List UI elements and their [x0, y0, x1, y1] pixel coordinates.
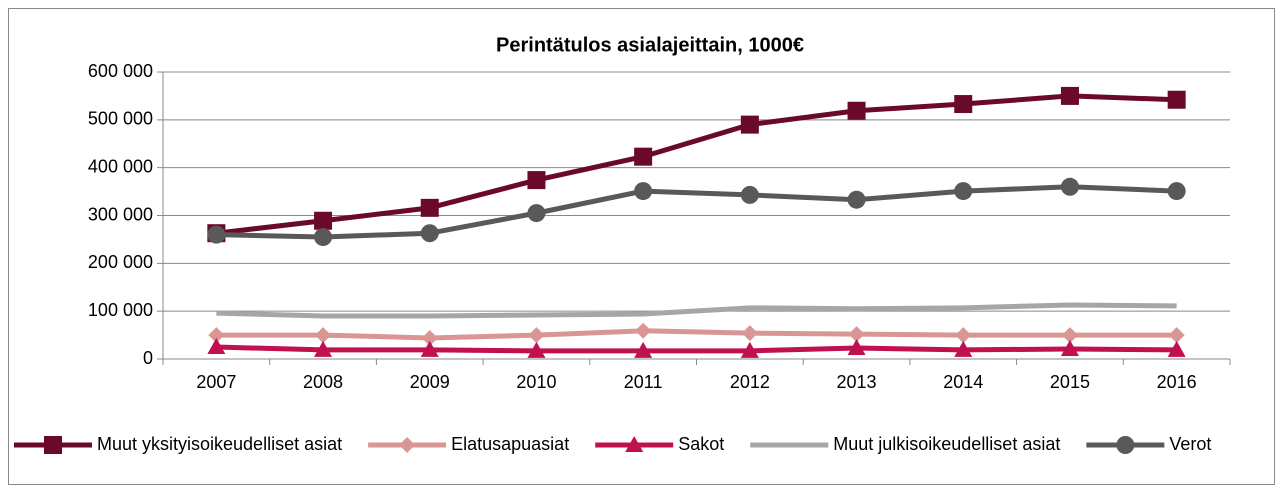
x-tick-label: 2007 — [196, 372, 236, 392]
x-tick-label: 2012 — [730, 372, 770, 392]
y-tick-label: 300 000 — [88, 204, 153, 224]
data-point — [528, 327, 545, 344]
data-point — [1060, 177, 1079, 196]
x-tick-label: 2014 — [943, 372, 983, 392]
data-point — [314, 228, 333, 247]
legend-label: Verot — [1169, 434, 1211, 454]
data-point — [847, 101, 866, 120]
data-point — [634, 341, 653, 358]
legend-label: Muut julkisoikeudelliset asiat — [833, 434, 1060, 454]
y-tick-label: 0 — [143, 348, 153, 368]
data-point — [1167, 340, 1186, 357]
y-tick-label: 400 000 — [88, 156, 153, 176]
x-tick-label: 2009 — [410, 372, 450, 392]
y-tick-label: 100 000 — [88, 300, 153, 320]
data-point — [847, 190, 866, 209]
data-point — [847, 338, 866, 355]
data-point — [207, 225, 226, 244]
data-point — [207, 338, 226, 355]
data-point — [421, 329, 438, 346]
legend-marker — [44, 436, 62, 454]
legend-marker — [1116, 436, 1135, 454]
data-point — [420, 340, 439, 357]
data-point — [955, 327, 972, 344]
data-point — [1168, 327, 1185, 344]
data-point — [1167, 182, 1186, 201]
series-line — [216, 302, 1177, 319]
data-point — [527, 171, 546, 190]
x-tick-label: 2013 — [837, 372, 877, 392]
data-point — [741, 325, 758, 342]
data-point — [954, 340, 973, 357]
legend-label: Sakot — [678, 434, 724, 454]
data-point — [954, 95, 973, 114]
data-point — [634, 147, 653, 166]
data-point — [740, 185, 759, 204]
series-line — [216, 344, 1177, 354]
data-point — [635, 322, 652, 339]
data-point — [848, 326, 865, 343]
legend-marker — [625, 436, 644, 452]
legend-marker — [399, 437, 416, 453]
series-line — [216, 93, 1177, 236]
x-tick-label: 2016 — [1157, 372, 1197, 392]
data-point — [954, 182, 973, 201]
series-line — [216, 328, 1177, 341]
x-tick-label: 2008 — [303, 372, 343, 392]
data-point — [527, 204, 546, 223]
data-point — [1060, 86, 1079, 105]
legend-label: Elatusapuasiat — [451, 434, 569, 454]
chart-border — [8, 8, 1275, 485]
data-point — [420, 198, 439, 217]
data-point — [1060, 339, 1079, 356]
data-point — [1061, 327, 1078, 344]
x-tick-label: 2010 — [516, 372, 556, 392]
y-tick-label: 200 000 — [88, 252, 153, 272]
data-point — [420, 224, 439, 243]
data-point — [314, 340, 333, 357]
data-point — [740, 115, 759, 134]
y-tick-label: 500 000 — [88, 109, 153, 129]
data-point — [740, 341, 759, 358]
data-point — [634, 182, 653, 201]
data-point — [527, 341, 546, 358]
legend-label: Muut yksityisoikeudelliset asiat — [97, 434, 342, 454]
y-tick-label: 600 000 — [88, 61, 153, 81]
series-line — [216, 184, 1177, 240]
data-point — [314, 211, 333, 230]
data-point — [208, 327, 225, 344]
data-point — [315, 327, 332, 344]
data-point — [1167, 90, 1186, 109]
x-tick-label: 2011 — [624, 372, 663, 392]
chart-title: Perintätulos asialajeittain, 1000€ — [496, 34, 804, 56]
x-tick-label: 2015 — [1050, 372, 1090, 392]
